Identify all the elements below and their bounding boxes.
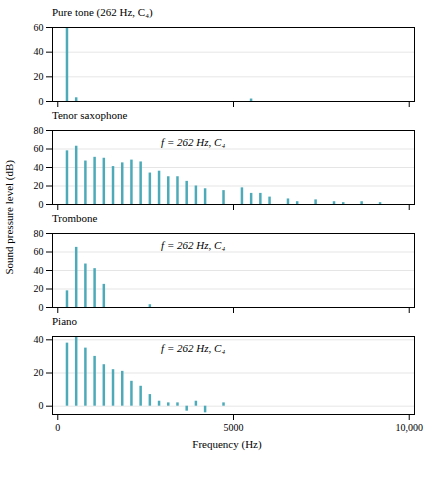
svg-text:20: 20 bbox=[34, 367, 44, 378]
svg-text:60: 60 bbox=[34, 143, 44, 154]
svg-text:60: 60 bbox=[34, 246, 44, 257]
svg-text:80: 80 bbox=[34, 228, 44, 239]
svg-text:60: 60 bbox=[34, 22, 44, 33]
svg-text:0: 0 bbox=[39, 96, 44, 107]
html-text:Tenor saxophone: Tenor saxophone bbox=[52, 109, 128, 121]
svg-text:40: 40 bbox=[34, 334, 44, 345]
svg-text:0: 0 bbox=[55, 422, 60, 433]
svg-text:f = 262 Hz, C₄: f = 262 Hz, C₄ bbox=[161, 342, 225, 354]
svg-text:f = 262 Hz, C₄: f = 262 Hz, C₄ bbox=[161, 239, 225, 251]
svg-text:0: 0 bbox=[39, 400, 44, 411]
html-text:Sound pressure level (dB): Sound pressure level (dB) bbox=[3, 159, 15, 275]
svg-text:40: 40 bbox=[34, 162, 44, 173]
svg-text:f = 262 Hz, C₄: f = 262 Hz, C₄ bbox=[161, 136, 225, 148]
svg-text:5000: 5000 bbox=[224, 422, 244, 433]
svg-text:20: 20 bbox=[34, 180, 44, 191]
svg-text:20: 20 bbox=[34, 283, 44, 294]
html-text:Trombone: Trombone bbox=[52, 212, 98, 224]
svg-text:20: 20 bbox=[34, 71, 44, 82]
svg-text:40: 40 bbox=[34, 46, 44, 57]
html-text:Frequency (Hz): Frequency (Hz) bbox=[192, 438, 262, 450]
svg-text:10,000: 10,000 bbox=[395, 422, 423, 433]
svg-text:0: 0 bbox=[39, 199, 44, 210]
html-text:Piano: Piano bbox=[52, 315, 78, 327]
svg-text:0: 0 bbox=[39, 302, 44, 313]
svg-text:40: 40 bbox=[34, 265, 44, 276]
svg-text:80: 80 bbox=[34, 125, 44, 136]
html-text:Pure tone (262 Hz, C₄): Pure tone (262 Hz, C₄) bbox=[52, 6, 153, 18]
